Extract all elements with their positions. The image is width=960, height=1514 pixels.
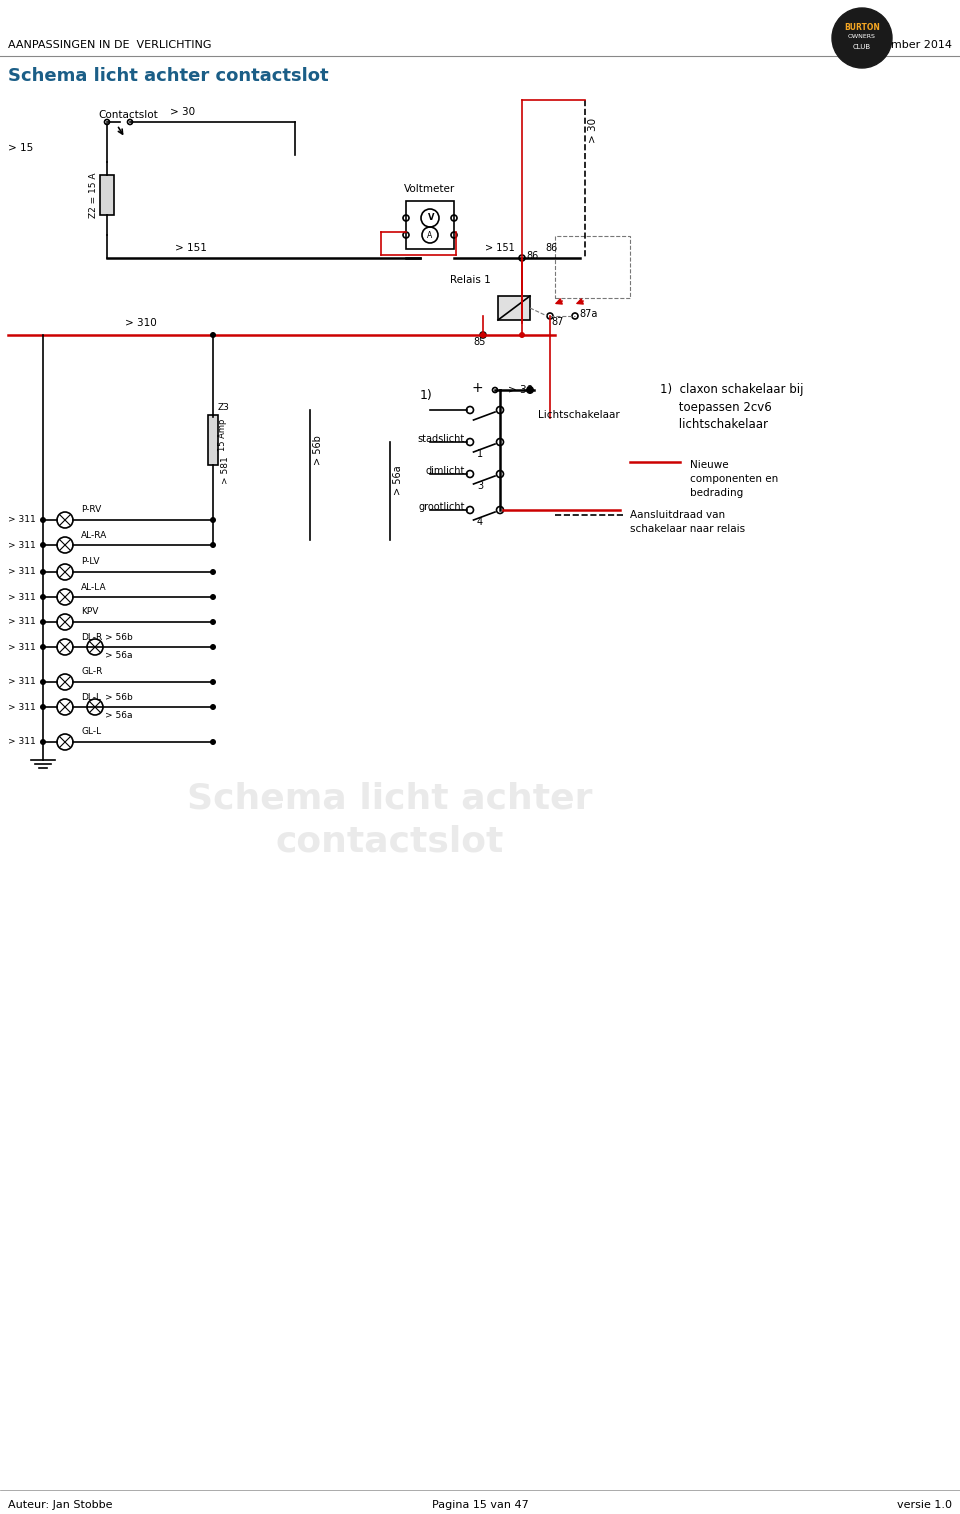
Text: Voltmeter: Voltmeter [404,185,456,194]
Text: > 311: > 311 [8,642,36,651]
Text: 85: 85 [474,338,486,347]
Text: > 311: > 311 [8,702,36,712]
Circle shape [210,643,216,650]
Circle shape [210,678,216,684]
Circle shape [526,386,534,394]
Bar [498,297,530,319]
Text: > 56b: > 56b [105,692,132,701]
Text: > 311: > 311 [8,568,36,577]
Circle shape [519,332,525,338]
Text: 4: 4 [477,516,483,527]
Text: > 581: > 581 [221,456,230,484]
Circle shape [210,332,216,338]
Text: > 151: > 151 [175,244,206,253]
Text: > 311: > 311 [8,540,36,550]
Text: toepassen 2cv6: toepassen 2cv6 [660,401,772,413]
Text: AL-LA: AL-LA [81,583,107,592]
Text: Aansluitdraad van
schakelaar naar relais: Aansluitdraad van schakelaar naar relais [630,510,745,534]
Text: lichtschakelaar: lichtschakelaar [660,418,768,430]
Text: DL-R: DL-R [81,633,103,642]
Circle shape [40,704,46,710]
Circle shape [40,678,46,684]
Text: dimlicht: dimlicht [425,466,465,475]
Circle shape [210,704,216,710]
Text: CLUB: CLUB [852,44,871,50]
Circle shape [210,569,216,575]
Circle shape [40,643,46,650]
Bar [406,201,454,248]
Circle shape [210,593,216,600]
Text: > 311: > 311 [8,515,36,524]
Text: Pagina 15 van 47: Pagina 15 van 47 [432,1500,528,1509]
Text: > 56a: > 56a [105,710,132,719]
Text: > 310: > 310 [125,318,156,329]
Text: 87a: 87a [579,309,597,319]
Circle shape [40,739,46,745]
Text: 1)  claxon schakelaar bij: 1) claxon schakelaar bij [660,383,804,397]
Text: 3: 3 [477,481,483,491]
Text: > 56b: > 56b [313,435,323,465]
Text: 1): 1) [420,389,433,401]
Bar [100,176,114,215]
Text: Z3: Z3 [218,403,229,412]
Circle shape [210,619,216,625]
Text: GL-L: GL-L [81,728,101,736]
Text: P-LV: P-LV [81,557,100,566]
Text: DL-L: DL-L [81,692,101,701]
Circle shape [40,542,46,548]
Text: > 56b: > 56b [105,633,132,642]
Text: Auteur: Jan Stobbe: Auteur: Jan Stobbe [8,1500,112,1509]
Text: > 15: > 15 [8,142,34,153]
Text: +: + [471,382,483,395]
Text: > 151: > 151 [485,244,515,253]
Text: AANPASSINGEN IN DE  VERLICHTING: AANPASSINGEN IN DE VERLICHTING [8,39,211,50]
Text: > 56a: > 56a [393,465,403,495]
Text: Lichtschakelaar: Lichtschakelaar [538,410,620,419]
Text: > 30: > 30 [588,118,598,142]
Text: AL-RA: AL-RA [81,530,108,539]
Text: Schema licht achter
contactslot: Schema licht achter contactslot [187,781,592,858]
Text: september 2014: september 2014 [860,39,952,50]
Circle shape [210,739,216,745]
Text: 86: 86 [526,251,539,260]
Text: grootlicht: grootlicht [419,503,465,512]
Text: KPV: KPV [81,607,98,616]
Circle shape [40,516,46,522]
Text: > 311: > 311 [8,677,36,686]
Text: Z2 = 15 A: Z2 = 15 A [89,173,99,218]
Circle shape [832,8,892,68]
Text: Contactslot: Contactslot [98,111,157,120]
Text: 1: 1 [477,450,483,459]
Text: A: A [427,230,433,239]
Text: Relais 1: Relais 1 [450,276,491,285]
Text: V: V [428,212,434,221]
Text: Nieuwe
componenten en
bedrading: Nieuwe componenten en bedrading [690,460,779,498]
Text: GL-R: GL-R [81,668,103,677]
Text: P-RV: P-RV [81,506,101,515]
Circle shape [480,332,486,338]
Text: 87: 87 [551,316,564,327]
Text: Schema licht achter contactslot: Schema licht achter contactslot [8,67,328,85]
Text: > 30: > 30 [508,385,533,395]
Bar [208,415,218,465]
Bar [555,236,630,298]
Text: 86: 86 [545,244,557,253]
Circle shape [210,516,216,522]
Text: stadslicht: stadslicht [418,435,465,444]
Text: 15 Amp: 15 Amp [218,419,227,451]
Circle shape [40,619,46,625]
Text: > 311: > 311 [8,592,36,601]
Text: > 311: > 311 [8,737,36,746]
Circle shape [40,593,46,600]
Text: > 30: > 30 [170,107,195,117]
Text: > 311: > 311 [8,618,36,627]
Text: OWNERS: OWNERS [848,35,876,39]
Text: BURTON: BURTON [844,23,880,32]
Text: versie 1.0: versie 1.0 [897,1500,952,1509]
Text: > 56a: > 56a [105,651,132,660]
Circle shape [40,569,46,575]
Circle shape [210,542,216,548]
